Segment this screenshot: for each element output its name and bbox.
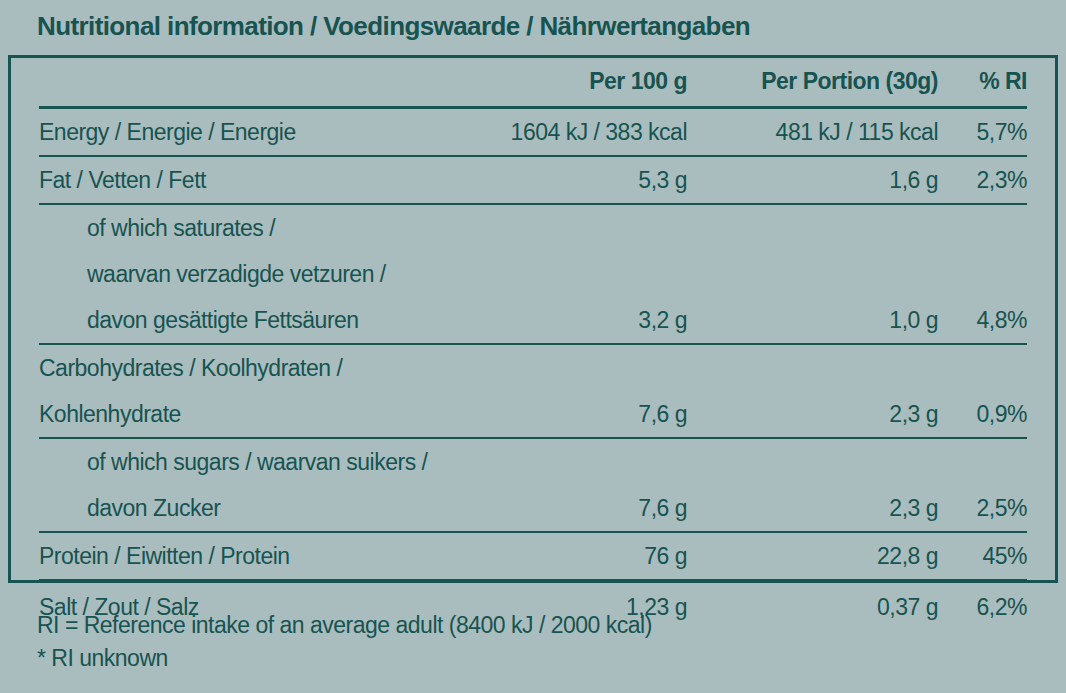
ri-value: 45%: [938, 533, 1027, 579]
table-row-fat: Fat / Vetten / Fett 5,3 g 1,6 g 2,3%: [39, 157, 1027, 205]
per-100g-value: 7,6 g: [477, 391, 687, 437]
row-label-line: of which sugars / waarvan suikers /: [87, 439, 477, 485]
row-label-line: Protein / Eiwitten / Protein: [39, 533, 477, 579]
row-label: Energy / Energie / Energie: [39, 109, 477, 155]
per-portion-value: 2,3 g: [687, 391, 938, 437]
ri-value: 4,8%: [938, 297, 1027, 343]
row-label: Carbohydrates / Koolhydraten / Kohlenhyd…: [39, 345, 477, 437]
table-row-carbohydrates: Carbohydrates / Koolhydraten / Kohlenhyd…: [39, 345, 1027, 439]
per-100g-value: 3,2 g: [477, 297, 687, 343]
row-label-line: Fat / Vetten / Fett: [39, 157, 477, 203]
header-percent-ri: % RI: [938, 58, 1027, 104]
ri-value: 0,9%: [938, 391, 1027, 437]
header-per-portion: Per Portion (30g): [687, 58, 938, 104]
per-100g-value: 1604 kJ / 383 kcal: [477, 109, 687, 155]
row-label: of which saturates / waarvan verzadigde …: [39, 205, 477, 343]
ri-value: 2,5%: [938, 485, 1027, 531]
row-label: Protein / Eiwitten / Protein: [39, 533, 477, 579]
row-label: of which sugars / waarvan suikers / davo…: [39, 439, 477, 531]
row-label-line: Energy / Energie / Energie: [39, 109, 477, 155]
per-portion-value: 2,3 g: [687, 485, 938, 531]
per-portion-value: 0,37 g: [687, 584, 938, 630]
per-portion-value: 1,6 g: [687, 157, 938, 203]
per-100g-value: 76 g: [477, 533, 687, 579]
row-label-line: davon gesättigte Fettsäuren: [87, 297, 477, 343]
per-100g-value: 5,3 g: [477, 157, 687, 203]
nutrition-table: Per 100 g Per Portion (30g) % RI Energy …: [8, 55, 1058, 583]
footnotes: RI = Reference intake of an average adul…: [37, 609, 652, 675]
table-header-row: Per 100 g Per Portion (30g) % RI: [39, 58, 1027, 109]
footnote-reference-intake: RI = Reference intake of an average adul…: [37, 609, 652, 642]
table-row-sugars: of which sugars / waarvan suikers / davo…: [39, 439, 1027, 533]
row-label: Fat / Vetten / Fett: [39, 157, 477, 203]
per-portion-value: 22,8 g: [687, 533, 938, 579]
per-100g-value: 7,6 g: [477, 485, 687, 531]
table-row-protein: Protein / Eiwitten / Protein 76 g 22,8 g…: [39, 533, 1027, 581]
footnote-ri-unknown: * RI unknown: [37, 642, 652, 675]
table-row-saturates: of which saturates / waarvan verzadigde …: [39, 205, 1027, 345]
row-label-line: of which saturates /: [87, 205, 477, 251]
header-per-100g: Per 100 g: [477, 58, 687, 104]
ri-value: 6,2%: [938, 584, 1027, 630]
per-portion-value: 1,0 g: [687, 297, 938, 343]
row-label-line: Carbohydrates / Koolhydraten / Kohlenhyd…: [39, 345, 477, 437]
row-label-line: davon Zucker: [87, 485, 477, 531]
table-row-energy: Energy / Energie / Energie 1604 kJ / 383…: [39, 109, 1027, 157]
nutrition-table-inner: Per 100 g Per Portion (30g) % RI Energy …: [39, 58, 1027, 633]
ri-value: 5,7%: [938, 109, 1027, 155]
page-title: Nutritional information / Voedingswaarde…: [37, 10, 750, 42]
row-label-line: waarvan verzadigde vetzuren /: [87, 251, 477, 297]
per-portion-value: 481 kJ / 115 kcal: [687, 109, 938, 155]
ri-value: 2,3%: [938, 157, 1027, 203]
